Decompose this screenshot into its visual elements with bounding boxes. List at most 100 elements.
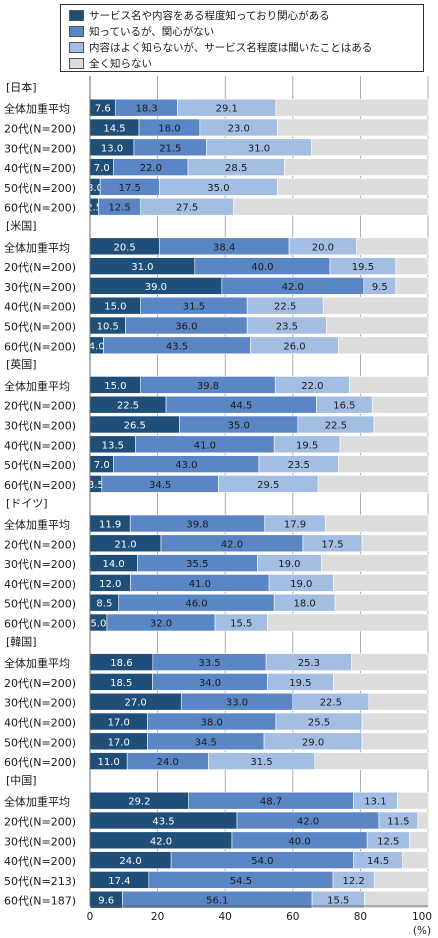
data-label: 10.5 <box>97 322 119 333</box>
data-label: 35.5 <box>186 559 208 570</box>
data-label: 33.0 <box>226 698 248 709</box>
row-label: 60代(N=187) <box>4 895 76 908</box>
data-label: 43.5 <box>166 341 188 352</box>
row-label: 30代(N=200) <box>4 420 76 433</box>
data-label: 27.0 <box>124 698 146 709</box>
data-label: 41.0 <box>194 440 216 451</box>
group-label: [米国] <box>6 220 37 233</box>
data-label: 39.8 <box>186 520 208 531</box>
bar-segment <box>349 376 429 394</box>
data-label: 3.5 <box>88 480 104 491</box>
row-label: 50代(N=200) <box>4 321 76 334</box>
bar-segment <box>324 514 429 533</box>
bar-segment <box>397 791 429 810</box>
data-label: 42.0 <box>150 836 172 847</box>
bar-segment <box>361 732 429 751</box>
data-label: 14.0 <box>103 559 125 570</box>
row-label: 20代(N=200) <box>4 400 76 413</box>
bar-segment <box>284 158 429 176</box>
bar-segment <box>311 138 429 157</box>
data-label: 7.0 <box>94 460 110 471</box>
row-label: 30代(N=200) <box>4 142 76 155</box>
data-label: 24.0 <box>157 757 179 768</box>
bar-segment <box>338 455 429 473</box>
row-label: 40代(N=200) <box>4 578 76 591</box>
data-label: 8.5 <box>96 599 112 610</box>
legend-swatch-interested <box>69 9 84 21</box>
bar-segment <box>275 98 429 117</box>
bar-segment <box>361 712 429 731</box>
legend-swatch-heard-name <box>69 41 84 53</box>
data-label: 20.0 <box>312 242 334 253</box>
data-label: 42.0 <box>282 282 304 293</box>
data-label: 19.5 <box>352 262 374 273</box>
data-label: 19.0 <box>290 579 312 590</box>
row-label: 30代(N=200) <box>4 835 76 848</box>
row-label: 50代(N=200) <box>4 598 76 611</box>
row-label: 60代(N=200) <box>4 479 76 492</box>
bar-segment <box>395 257 429 275</box>
data-label: 22.5 <box>274 302 296 313</box>
data-label: 26.0 <box>283 341 305 352</box>
data-label: 5.0 <box>90 619 106 630</box>
data-label: 22.0 <box>301 381 323 392</box>
data-label: 38.0 <box>201 718 223 729</box>
row-label: 30代(N=200) <box>4 697 76 710</box>
data-label: 34.5 <box>195 737 217 748</box>
bar-segment <box>334 593 429 612</box>
data-label: 11.5 <box>387 817 409 828</box>
data-label: 23.0 <box>228 124 250 135</box>
data-label: 20.5 <box>114 242 136 253</box>
data-label: 14.5 <box>103 124 125 135</box>
bar-segment <box>368 692 429 711</box>
data-label: 54.5 <box>230 876 252 887</box>
data-label: 18.0 <box>293 599 315 610</box>
data-label: 29.2 <box>128 797 150 808</box>
data-label: 31.5 <box>183 302 205 313</box>
group-label: [中国] <box>6 774 37 787</box>
bar-segment <box>233 197 429 216</box>
data-label: 12.0 <box>99 579 121 590</box>
data-label: 13.0 <box>101 143 123 154</box>
row-label: 30代(N=200) <box>4 558 76 571</box>
data-label: 33.5 <box>198 658 220 669</box>
bar-segment <box>338 336 429 355</box>
row-label: 60代(N=200) <box>4 202 76 215</box>
data-label: 3.0 <box>87 183 103 194</box>
bar-segment <box>326 316 429 335</box>
row-label: 20代(N=200) <box>4 816 76 829</box>
data-label: 39.8 <box>197 381 219 392</box>
legend-item-interested: サービス名や内容をある程度知っており関心がある <box>69 8 330 22</box>
row-label: 60代(N=200) <box>4 340 76 353</box>
chart-legend: サービス名や内容をある程度知っており関心がある 知っているが、関心がない 内容は… <box>60 4 424 72</box>
data-label: 29.1 <box>216 104 238 115</box>
data-label: 13.5 <box>102 440 124 451</box>
bar-segment <box>361 534 429 553</box>
data-label: 25.3 <box>298 658 320 669</box>
bar-segment <box>317 475 429 493</box>
legend-label-unknown: 全く知らない <box>89 57 152 70</box>
data-label: 26.5 <box>124 421 146 432</box>
data-label: 41.0 <box>189 579 211 590</box>
legend-item-unknown: 全く知らない <box>69 56 152 70</box>
row-label: 全体加重平均 <box>4 240 70 254</box>
row-label: 40代(N=200) <box>4 855 76 868</box>
row-label: 60代(N=200) <box>4 618 76 631</box>
data-label: 31.0 <box>131 262 153 273</box>
x-unit-label: (%) <box>413 925 431 937</box>
data-label: 31.0 <box>248 143 270 154</box>
data-label: 15.5 <box>327 896 349 907</box>
row-label: 50代(N=200) <box>4 182 76 195</box>
data-label: 54.0 <box>251 856 273 867</box>
row-label: 40代(N=200) <box>4 301 76 314</box>
group-label: [英国] <box>6 357 37 371</box>
row-label: 全体加重平均 <box>4 656 70 670</box>
data-label: 22.5 <box>117 401 139 412</box>
data-label: 21.0 <box>114 539 136 550</box>
data-label: 9.5 <box>372 282 388 293</box>
data-label: 34.5 <box>149 480 171 491</box>
data-label: 15.5 <box>230 619 252 630</box>
x-tick-label: 0 <box>87 911 94 923</box>
data-label: 17.0 <box>108 737 130 748</box>
